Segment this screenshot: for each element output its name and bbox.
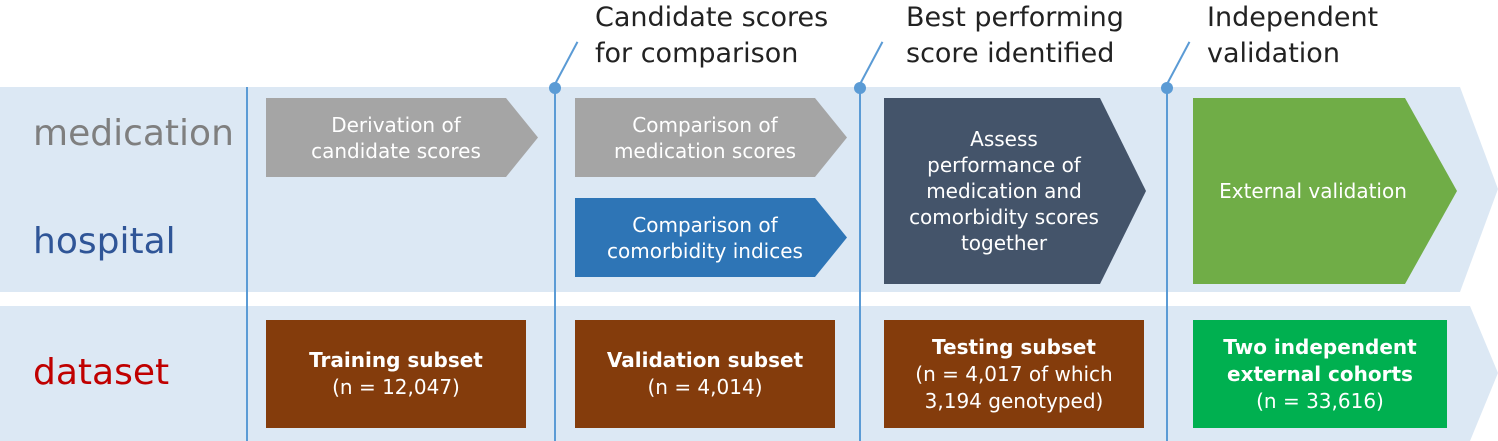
separator-line-4 bbox=[1166, 87, 1168, 441]
separator-line-3 bbox=[859, 87, 861, 441]
testing-subset-box: Testing subset (n = 4,017 of which 3,194… bbox=[884, 320, 1144, 428]
milestone-tick-3 bbox=[860, 41, 884, 83]
heading-independent-validation: Independent validation bbox=[1207, 2, 1379, 69]
separator-line-2 bbox=[554, 87, 556, 441]
heading-candidate-scores: Candidate scores for comparison bbox=[595, 2, 829, 69]
external-cohorts-count: (n = 33,616) bbox=[1256, 388, 1384, 413]
external-validation-label: External validation bbox=[1219, 179, 1407, 203]
milestone-dot-2 bbox=[549, 82, 561, 94]
comparison-comorbidity-label: Comparison of comorbidity indices bbox=[607, 212, 803, 263]
training-subset-count: (n = 12,047) bbox=[332, 375, 460, 399]
external-cohorts-box: Two independent external cohorts (n = 33… bbox=[1193, 320, 1447, 428]
validation-subset-box: Validation subset (n = 4,014) bbox=[575, 320, 835, 428]
comparison-medication-label: Comparison of medication scores bbox=[613, 112, 797, 163]
training-subset-box: Training subset (n = 12,047) bbox=[266, 320, 526, 428]
heading-best-performing: Best performing score identified bbox=[906, 2, 1124, 69]
comparison-comorbidity-shape: Comparison of comorbidity indices bbox=[575, 198, 847, 277]
assess-label: Assess performance of medication and com… bbox=[909, 127, 1099, 255]
milestone-tick-4 bbox=[1167, 41, 1191, 83]
milestone-dot-3 bbox=[854, 82, 866, 94]
testing-subset-title: Testing subset bbox=[932, 334, 1096, 359]
milestone-tick-2 bbox=[555, 41, 579, 83]
validation-subset-count: (n = 4,014) bbox=[647, 375, 763, 399]
external-cohorts-title: Two independent external cohorts bbox=[1223, 334, 1417, 386]
separator-line-1 bbox=[246, 87, 248, 441]
derivation-shape: Derivation of candidate scores bbox=[266, 98, 538, 177]
row-label-medication: medication bbox=[33, 113, 234, 154]
row-label-dataset: dataset bbox=[33, 352, 170, 393]
training-subset-title: Training subset bbox=[309, 348, 483, 372]
row-label-hospital: hospital bbox=[33, 221, 176, 262]
milestone-dot-4 bbox=[1161, 82, 1173, 94]
testing-subset-count: (n = 4,017 of which 3,194 genotyped) bbox=[915, 361, 1113, 413]
external-validation-shape: External validation bbox=[1193, 98, 1457, 284]
derivation-label: Derivation of candidate scores bbox=[311, 112, 481, 163]
validation-subset-title: Validation subset bbox=[606, 348, 804, 372]
assess-shape: Assess performance of medication and com… bbox=[884, 98, 1146, 284]
comparison-medication-shape: Comparison of medication scores bbox=[575, 98, 847, 177]
